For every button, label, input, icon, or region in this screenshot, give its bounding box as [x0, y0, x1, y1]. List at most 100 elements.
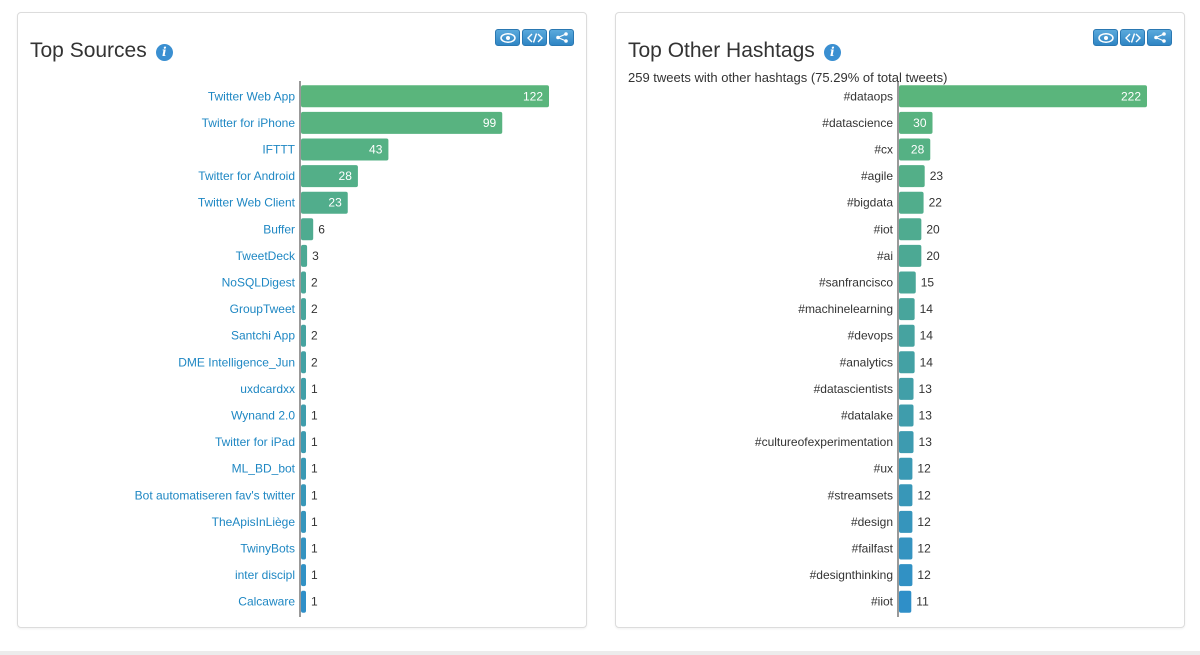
value-label: 13: [919, 409, 933, 423]
bar[interactable]: [899, 431, 914, 454]
category-label[interactable]: DME Intelligence_Jun: [178, 355, 295, 369]
category-label[interactable]: Calcaware: [238, 595, 295, 609]
category-label[interactable]: Wynand 2.0: [231, 409, 295, 423]
category-label[interactable]: TweetDeck: [236, 249, 296, 263]
bar[interactable]: [899, 590, 912, 613]
value-label: 43: [369, 143, 383, 157]
value-label: 12: [917, 515, 931, 529]
bar[interactable]: [899, 324, 915, 347]
code-icon: [1124, 32, 1141, 43]
bar[interactable]: [899, 298, 915, 321]
category-label[interactable]: Twitter for Android: [198, 169, 295, 183]
bar[interactable]: [301, 165, 358, 188]
bar[interactable]: [301, 564, 306, 587]
info-icon[interactable]: i: [155, 43, 173, 61]
share-button[interactable]: [1147, 29, 1172, 46]
category-label: #sanfrancisco: [819, 276, 893, 290]
bar[interactable]: [301, 537, 306, 560]
value-label: 14: [920, 355, 934, 369]
value-label: 6: [318, 222, 325, 236]
bar[interactable]: [899, 484, 913, 507]
value-label: 20: [926, 222, 940, 236]
embed-button[interactable]: [1120, 29, 1145, 46]
category-label[interactable]: Twitter Web App: [208, 89, 295, 103]
bar[interactable]: [899, 351, 915, 374]
bar[interactable]: [301, 431, 306, 454]
eye-icon: [499, 32, 516, 43]
bar[interactable]: [301, 138, 389, 161]
value-label: 1: [311, 409, 318, 423]
bar[interactable]: [899, 271, 916, 294]
bar[interactable]: [301, 377, 306, 400]
value-label: 23: [930, 169, 944, 183]
view-button[interactable]: [495, 29, 520, 46]
category-label[interactable]: IFTTT: [262, 143, 295, 157]
category-label[interactable]: GroupTweet: [230, 302, 296, 316]
bar[interactable]: [899, 191, 924, 214]
category-label[interactable]: NoSQLDigest: [222, 276, 296, 290]
bar[interactable]: [301, 218, 314, 241]
category-label[interactable]: TwinyBots: [240, 542, 295, 556]
bar[interactable]: [899, 537, 913, 560]
value-label: 14: [920, 302, 934, 316]
category-label: #failfast: [852, 542, 894, 556]
value-label: 22: [929, 196, 943, 210]
category-label[interactable]: Twitter for iPhone: [202, 116, 296, 130]
category-label: #ai: [877, 249, 893, 263]
category-label[interactable]: ML_BD_bot: [232, 462, 296, 476]
bar[interactable]: [899, 564, 913, 587]
bar[interactable]: [899, 111, 933, 134]
top-sources-panel: Top Sources i Twitter Web App 1 2 2 Twitter …: [17, 12, 587, 628]
value-label: 1: [311, 595, 318, 609]
category-label[interactable]: Twitter Web Client: [198, 196, 296, 210]
bar[interactable]: [899, 85, 1147, 108]
eye-icon: [1097, 32, 1114, 43]
category-label: #bigdata: [847, 196, 893, 210]
category-label[interactable]: Buffer: [263, 222, 295, 236]
bar[interactable]: [899, 165, 925, 188]
bar[interactable]: [899, 244, 922, 267]
bar[interactable]: [899, 510, 913, 533]
value-label: 30: [913, 116, 927, 130]
share-icon: [1153, 32, 1166, 43]
bar[interactable]: [899, 457, 913, 480]
share-icon: [555, 32, 568, 43]
category-label[interactable]: Bot automatiseren fav's twitter: [135, 488, 295, 502]
category-label[interactable]: Twitter for iPad: [215, 435, 295, 449]
category-label[interactable]: Santchi App: [231, 329, 295, 343]
bar[interactable]: [301, 457, 306, 480]
bar[interactable]: [301, 298, 306, 321]
category-label[interactable]: TheApisInLiège: [212, 515, 296, 529]
bar[interactable]: [899, 218, 922, 241]
view-button[interactable]: [1093, 29, 1118, 46]
bar[interactable]: [301, 404, 306, 427]
bar[interactable]: [301, 111, 503, 134]
bar[interactable]: [301, 510, 306, 533]
bar[interactable]: [301, 244, 308, 267]
embed-button[interactable]: [522, 29, 547, 46]
category-label: #iiot: [871, 595, 894, 609]
category-label[interactable]: uxdcardxx: [240, 382, 295, 396]
bar[interactable]: [301, 324, 306, 347]
category-label: #machinelearning: [798, 302, 893, 316]
bar[interactable]: [301, 484, 306, 507]
value-label: 2: [311, 355, 318, 369]
category-label: #datalake: [841, 409, 893, 423]
bar[interactable]: [301, 191, 348, 214]
top-sources-title-text: Top Sources: [30, 39, 147, 62]
category-label: #iot: [874, 222, 894, 236]
share-button[interactable]: [549, 29, 574, 46]
info-icon[interactable]: i: [823, 43, 841, 61]
category-label[interactable]: inter discipl: [235, 568, 295, 582]
bar[interactable]: [899, 138, 931, 161]
top-hashtags-title-text: Top Other Hashtags: [628, 39, 815, 62]
bar[interactable]: [899, 377, 914, 400]
category-label: #streamsets: [828, 488, 893, 502]
bar[interactable]: [301, 351, 306, 374]
category-label: #analytics: [840, 355, 893, 369]
bar[interactable]: [301, 85, 549, 108]
bar[interactable]: [301, 271, 306, 294]
value-label: 2: [311, 276, 318, 290]
bar[interactable]: [899, 404, 914, 427]
bar[interactable]: [301, 590, 306, 613]
